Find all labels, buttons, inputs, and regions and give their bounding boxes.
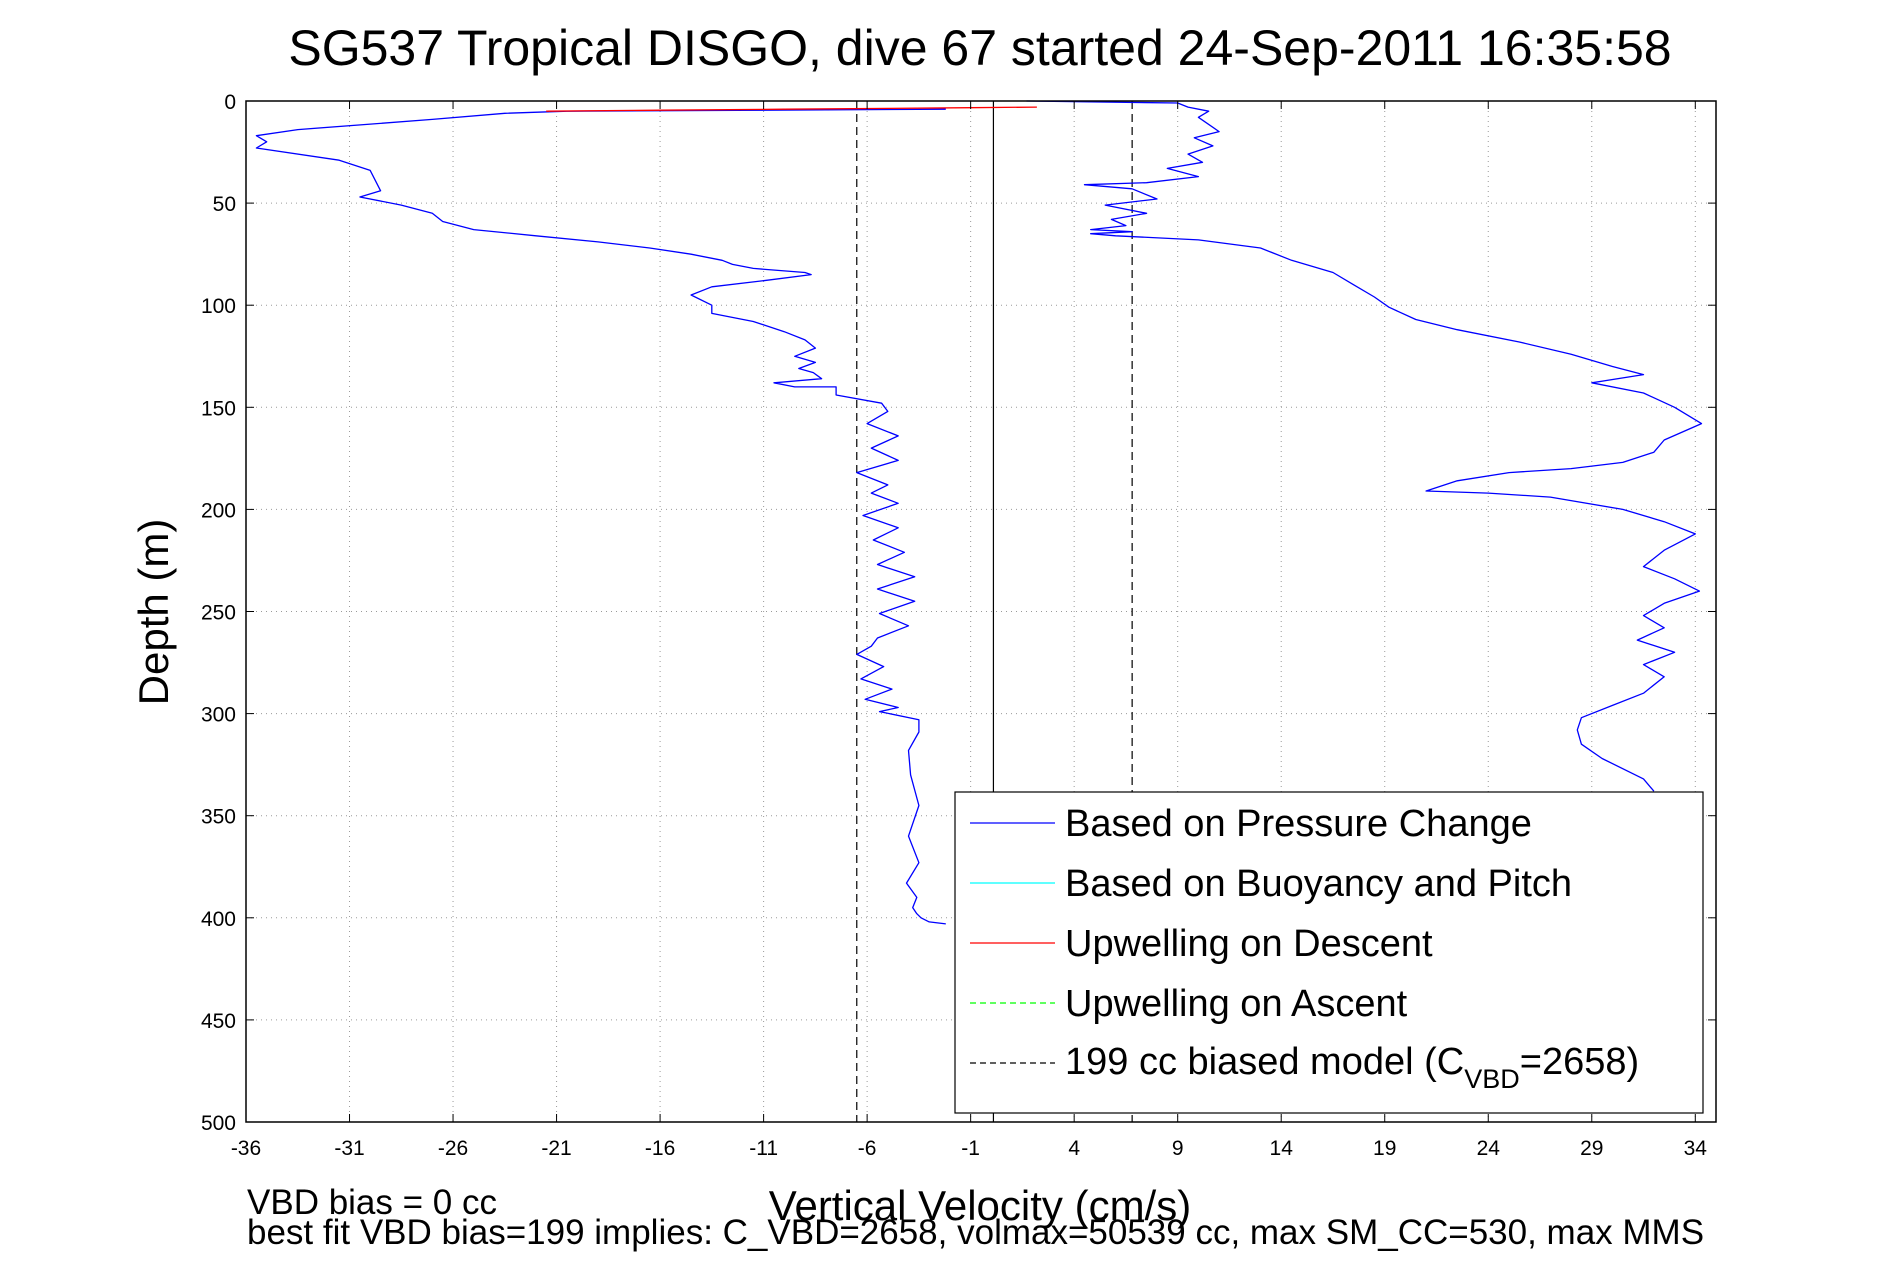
x-axis-ticks: -36 -31 -26 -21 -16 -11 -6 -1 4 9 14 19 24 29 34 <box>231 101 1707 1160</box>
legend-label-model: 199 cc biased model (CVBD=2658) <box>1065 1041 1639 1094</box>
legend-model-subscript: VBD <box>1464 1064 1520 1094</box>
chart-title: SG537 Tropical DISGO, dive 67 started 24… <box>288 20 1671 76</box>
x-tick-label: -1 <box>961 1137 980 1160</box>
x-tick-label: 19 <box>1373 1137 1396 1160</box>
x-tick-label: 9 <box>1172 1137 1184 1160</box>
y-tick-label: 100 <box>201 295 236 318</box>
legend: Based on Pressure Change Based on Buoyan… <box>954 791 1704 1114</box>
y-tick-label: 450 <box>201 1010 236 1033</box>
x-tick-label: 14 <box>1270 1137 1294 1160</box>
x-tick-label: -36 <box>231 1137 261 1160</box>
footer-best-fit: best fit VBD bias=199 implies: C_VBD=265… <box>247 1213 1704 1252</box>
y-tick-label: 150 <box>201 397 236 420</box>
x-tick-label: 4 <box>1068 1137 1080 1160</box>
x-tick-label: -26 <box>438 1137 468 1160</box>
x-tick-label: 29 <box>1580 1137 1603 1160</box>
x-tick-label: -16 <box>645 1137 675 1160</box>
y-tick-label: 300 <box>201 704 236 727</box>
y-tick-label: 200 <box>201 499 236 522</box>
x-tick-label: 24 <box>1477 1137 1501 1160</box>
x-tick-label: -11 <box>749 1137 778 1160</box>
y-tick-label: 0 <box>224 91 236 114</box>
x-tick-label: 34 <box>1684 1137 1708 1160</box>
y-tick-label: 250 <box>201 602 236 625</box>
y-tick-label: 50 <box>213 193 236 216</box>
y-tick-label: 400 <box>201 908 236 931</box>
x-tick-label: -21 <box>541 1137 571 1160</box>
legend-label-pressure: Based on Pressure Change <box>1065 803 1532 845</box>
x-tick-label: -31 <box>334 1137 364 1160</box>
footer-vbd-bias: VBD bias = 0 cc <box>247 1183 497 1222</box>
legend-label-upwelling-ascent: Upwelling on Ascent <box>1065 983 1408 1025</box>
legend-label-buoyancy: Based on Buoyancy and Pitch <box>1065 863 1572 905</box>
y-tick-label: 350 <box>201 806 236 829</box>
legend-label-upwelling-descent: Upwelling on Descent <box>1065 923 1433 965</box>
series-pressure-descent <box>255 108 946 925</box>
x-tick-label: -6 <box>858 1137 877 1160</box>
series-upwelling-descent <box>546 106 1037 112</box>
y-tick-label: 500 <box>201 1112 236 1135</box>
y-axis-ticks: 0 50 100 150 200 250 300 350 400 450 500 <box>201 91 1716 1135</box>
x-axis-label: Vertical Velocity (cm/s) <box>769 1182 1191 1229</box>
series-pressure-ascent <box>1026 100 1703 792</box>
legend-model-prefix: 199 cc biased model (C <box>1065 1041 1464 1083</box>
legend-model-suffix: =2658) <box>1520 1041 1639 1083</box>
legend-box <box>954 791 1704 1114</box>
data-series <box>255 100 1703 925</box>
y-axis-label: Depth (m) <box>130 519 177 706</box>
